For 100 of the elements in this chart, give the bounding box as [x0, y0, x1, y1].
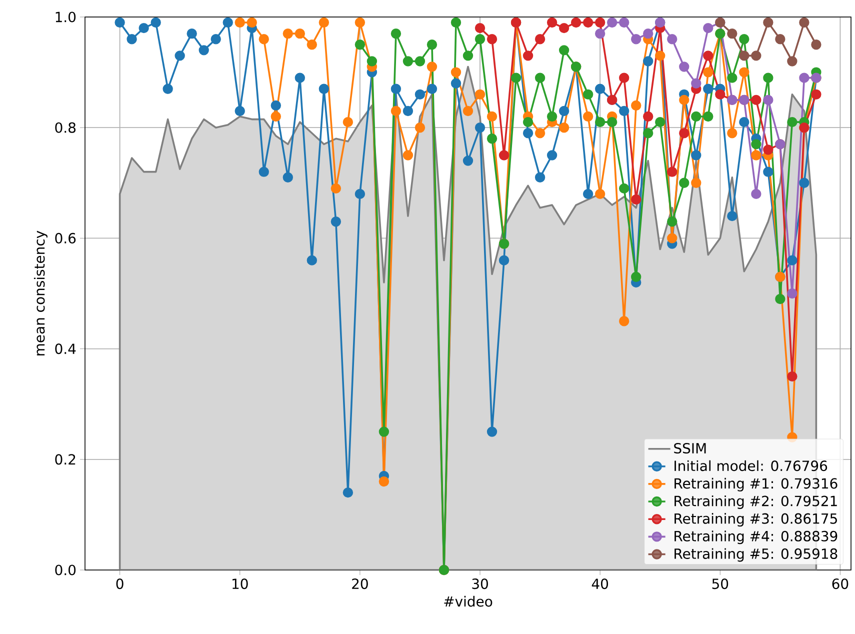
point [162, 84, 173, 94]
point [751, 139, 762, 150]
point [787, 56, 798, 66]
point [679, 62, 690, 72]
point [402, 106, 414, 116]
point [522, 128, 534, 138]
point [811, 40, 822, 50]
point [390, 106, 402, 116]
point [787, 371, 798, 382]
point [534, 172, 546, 182]
x-axis-title: #video [444, 596, 492, 607]
point [174, 50, 185, 61]
point [270, 111, 281, 122]
point [390, 28, 402, 39]
point [618, 72, 630, 83]
point [582, 111, 594, 122]
point [330, 216, 342, 227]
point [703, 111, 714, 122]
point [691, 78, 702, 88]
point [222, 17, 233, 28]
point [330, 183, 342, 194]
point [582, 89, 594, 100]
y-tick-label: 1.0 [56, 12, 76, 22]
point [606, 116, 618, 128]
legend-label: Retraining #1: 0.79316 [674, 478, 838, 492]
point [703, 67, 714, 78]
point [691, 111, 702, 122]
point [618, 17, 630, 28]
point [258, 166, 269, 177]
point [558, 45, 570, 56]
point [450, 67, 462, 78]
point [234, 17, 245, 28]
point [655, 50, 666, 61]
y-tick-label: 0.0 [55, 564, 76, 576]
point [679, 128, 690, 138]
point [306, 40, 318, 50]
point [282, 28, 294, 39]
point [775, 34, 786, 44]
point [751, 94, 762, 106]
point [534, 72, 546, 83]
point [126, 34, 137, 44]
series-label: SSIM [674, 442, 706, 454]
point [186, 28, 197, 39]
point [751, 50, 762, 61]
point [727, 128, 738, 138]
point [546, 17, 558, 28]
point [739, 34, 750, 44]
point [462, 50, 474, 61]
point [799, 17, 810, 28]
point [715, 89, 726, 100]
x-tick-label: 60 [832, 578, 848, 590]
point [739, 116, 750, 128]
point [534, 34, 546, 44]
point [294, 72, 306, 83]
point [558, 106, 570, 116]
point [594, 188, 606, 200]
point [787, 116, 798, 128]
point [486, 34, 498, 44]
point [703, 50, 714, 61]
point [306, 255, 318, 266]
point [799, 178, 810, 188]
point [799, 72, 810, 83]
point [234, 106, 245, 116]
point [282, 172, 294, 182]
point [679, 94, 690, 106]
point [763, 166, 774, 177]
point [703, 22, 714, 34]
point [198, 45, 209, 56]
point [727, 72, 738, 83]
point [594, 84, 606, 94]
point [691, 178, 702, 188]
point [150, 17, 161, 28]
point [667, 216, 678, 227]
point [378, 426, 390, 437]
point [138, 22, 149, 34]
y-tick-label: 0.2 [55, 454, 76, 465]
y-tick-label: 0.8 [55, 122, 76, 133]
point [258, 34, 269, 44]
point [618, 316, 630, 326]
point [414, 56, 426, 66]
point [486, 111, 498, 122]
point [426, 84, 438, 94]
legend-label: Retraining #4: 0.88839 [674, 530, 838, 544]
point [546, 150, 558, 160]
point [462, 156, 474, 166]
point [522, 50, 534, 61]
point [402, 56, 414, 66]
point [474, 22, 486, 34]
point [594, 116, 606, 128]
point [679, 178, 690, 188]
point [342, 116, 354, 128]
point [763, 94, 774, 106]
point [667, 233, 678, 244]
point [582, 188, 594, 200]
point [462, 106, 474, 116]
point [763, 17, 774, 28]
point [727, 210, 738, 222]
point [691, 150, 702, 160]
point [667, 166, 678, 177]
point [643, 128, 654, 138]
